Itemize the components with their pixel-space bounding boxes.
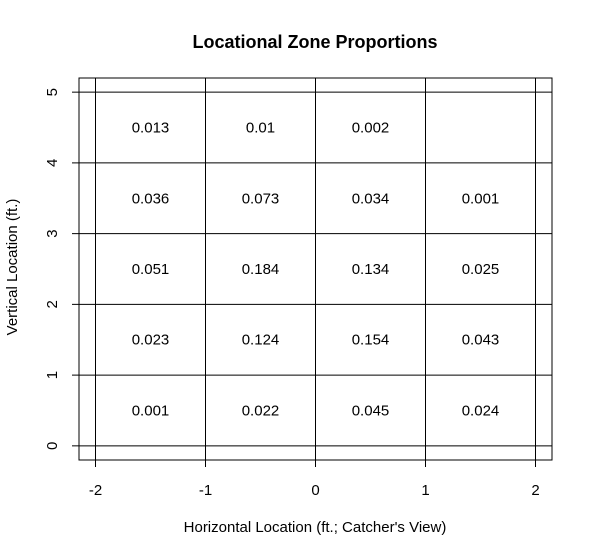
y-tick-label: 1 [44,371,61,379]
x-tick-label: -2 [89,482,102,499]
zone-proportion-label: 0.036 [132,190,170,207]
x-tick-label: -1 [199,482,212,499]
y-tick-label: 3 [44,229,61,237]
y-axis-label: Vertical Location (ft.) [4,199,21,336]
zone-proportion-label: 0.001 [462,190,500,207]
zone-proportion-label: 0.184 [242,261,280,278]
zone-proportion-label: 0.01 [246,120,275,137]
zone-proportion-label: 0.022 [242,402,280,419]
zone-proportion-label: 0.034 [352,190,390,207]
y-tick-label: 0 [44,442,61,450]
zone-proportion-label: 0.025 [462,261,500,278]
zone-proportion-label: 0.023 [132,332,170,349]
zone-proportion-label: 0.002 [352,120,390,137]
zone-proportion-label: 0.124 [242,332,280,349]
zone-proportion-label: 0.024 [462,402,500,419]
zone-proportion-label: 0.154 [352,332,390,349]
x-tick-label: 2 [531,482,539,499]
x-tick-label: 1 [421,482,429,499]
grid-lines [79,78,552,460]
axes: -2 -1 0 1 2 0 1 2 3 4 5 [44,88,540,499]
y-tick-label: 4 [44,159,61,167]
zone-proportion-label: 0.043 [462,332,500,349]
y-tick-label: 5 [44,88,61,96]
chart-title: Locational Zone Proportions [192,32,437,52]
zone-labels: 0.013 0.01 0.002 0.036 0.073 0.034 0.001 0.051 0… [132,120,500,420]
zone-proportion-label: 0.073 [242,190,280,207]
zone-proportion-label: 0.134 [352,261,390,278]
zone-proportion-label: 0.013 [132,120,170,137]
x-tick-label: 0 [311,482,319,499]
zone-proportion-label: 0.045 [352,402,390,419]
zone-proportion-label: 0.001 [132,402,170,419]
zone-proportion-label: 0.051 [132,261,170,278]
x-axis-label: Horizontal Location (ft.; Catcher's View… [184,519,447,536]
y-tick-label: 2 [44,300,61,308]
